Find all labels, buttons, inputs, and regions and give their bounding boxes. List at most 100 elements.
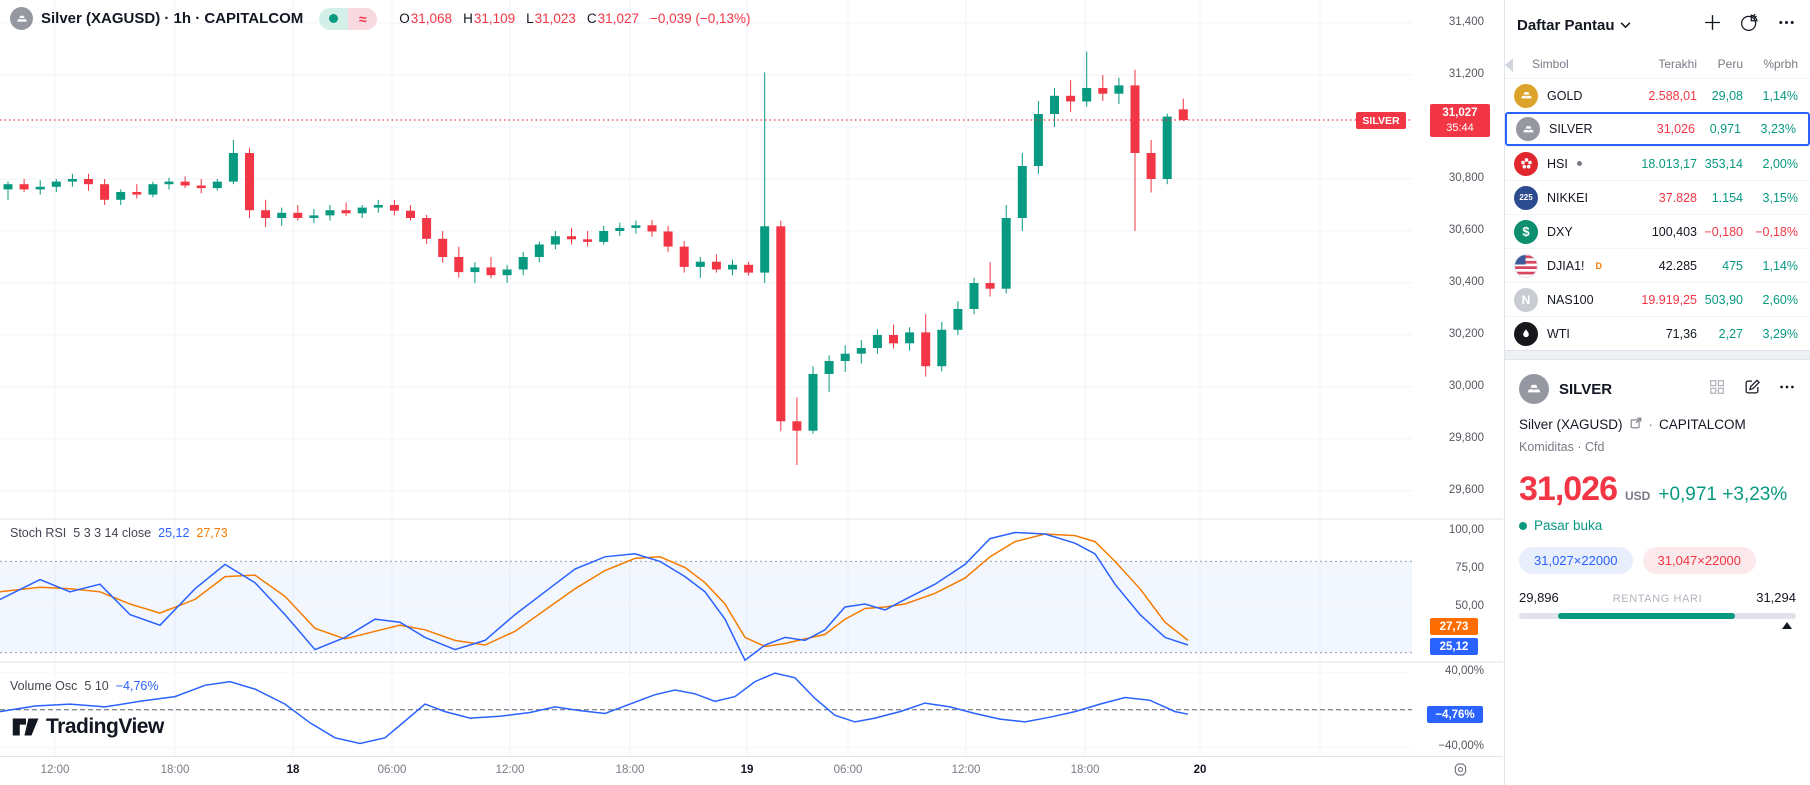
volume-axis-label: 40,00%	[1444, 665, 1484, 678]
change-cell: 0,971	[1709, 122, 1741, 136]
stoch-d-badge: 27,73	[1430, 618, 1478, 635]
col-symbol[interactable]: Simbol	[1532, 57, 1569, 71]
stoch-d-line	[0, 533, 1189, 648]
nikkei-icon: 225	[1514, 185, 1538, 210]
silver-symbol-icon	[10, 7, 33, 30]
delayed-data-flag: D	[1595, 260, 1603, 271]
stoch-k-line	[0, 531, 1189, 662]
col-percent[interactable]: %prbh	[1763, 57, 1798, 71]
djia1-icon	[1514, 253, 1538, 278]
time-axis-label: 18:00	[615, 764, 645, 776]
approx-price-icon: ≈	[348, 7, 378, 30]
volume-axis-label: −40,00%	[1438, 740, 1484, 753]
volume-osc-value: −4,76%	[115, 679, 159, 693]
watchlist-header: Daftar Pantau	[1505, 0, 1810, 50]
wti-icon	[1514, 321, 1538, 346]
day-range-marker-icon	[1782, 622, 1793, 629]
watchlist-row-HSI[interactable]: HSI 18.013,17 353,14 2,00%	[1505, 146, 1810, 180]
chart-symbol-title[interactable]: Silver (XAGUSD) · 1h · CAPITALCOM	[41, 10, 304, 27]
change-cell: 1.154	[1711, 190, 1743, 205]
symbol-cell: DJIA1! D	[1505, 253, 1637, 278]
edit-note-icon[interactable]	[1742, 377, 1762, 402]
price-axis-label: 31,200	[1448, 68, 1484, 80]
bid-button[interactable]: 31,027×22000	[1519, 547, 1633, 574]
tradingview-logo-icon	[12, 718, 39, 736]
change-cell: 353,14	[1704, 156, 1743, 171]
watchlist-row-WTI[interactable]: WTI 71,36 2,27 3,29%	[1505, 316, 1810, 350]
day-range-low: 29,896	[1519, 590, 1559, 605]
percent-cell: 3,29%	[1762, 326, 1798, 341]
watchlist-row-DJIA1[interactable]: DJIA1! D 42.285 475 1,14%	[1505, 248, 1810, 282]
detail-exchange: CAPITALCOM	[1659, 417, 1746, 432]
watchlist-row-SILVER[interactable]: SILVER 31,026 0,971 3,23%	[1505, 112, 1810, 146]
last-cell: 18.013,17	[1641, 156, 1697, 171]
time-axis-label: 12:00	[40, 764, 70, 776]
volume-osc-name: Volume Osc	[10, 679, 78, 693]
market-open-dot-icon	[1519, 521, 1527, 530]
last-cell: 37.828	[1658, 190, 1697, 205]
watchlist-row-DXY[interactable]: $ DXY 100,403 −0,180 −0,18%	[1505, 214, 1810, 248]
detail-silver-icon	[1519, 374, 1549, 404]
price-axis-label: 31,400	[1448, 16, 1484, 28]
nas100-icon: N	[1514, 287, 1538, 312]
watchlist-more-icon[interactable]	[1777, 13, 1796, 37]
time-axis-label: 06:00	[833, 764, 863, 776]
time-axis-label: 18	[286, 764, 300, 776]
time-axis[interactable]: 12:00 18:00 18 06:00 12:00 18:00 19 06:00 12:00 1…	[0, 756, 1503, 785]
watchlist-column-headers[interactable]: Simbol Terakhi Peru %prbh	[1505, 50, 1810, 78]
watchlist-row-GOLD[interactable]: GOLD 2.588,01 29,08 1,14%	[1505, 78, 1810, 112]
price-axis-label: 30,800	[1448, 172, 1484, 184]
chart-area: Silver (XAGUSD) · 1h · CAPITALCOM ≈ O31,…	[0, 0, 1503, 785]
volume-osc-legend[interactable]: Volume Osc 5 10 −4,76%	[10, 679, 158, 693]
detail-full-name: Silver (XAGUSD)	[1519, 417, 1623, 432]
dxy-icon: $	[1514, 219, 1538, 244]
price-axis[interactable]: 31,40031,20031,00030,80030,60030,40030,2…	[1412, 0, 1503, 756]
ohlc-values: O31,068 H31,109 L31,023 C31,027 −0,039 (…	[399, 11, 751, 26]
ask-button[interactable]: 31,047×22000	[1642, 547, 1757, 574]
change-cell: −0,180	[1704, 224, 1743, 239]
market-status: Pasar buka	[1519, 518, 1796, 533]
tradingview-logo-text: TradingView	[46, 715, 164, 738]
symbol-cell: $ DXY	[1505, 219, 1637, 244]
external-link-icon[interactable]	[1629, 416, 1643, 433]
col-last[interactable]: Terakhi	[1658, 57, 1697, 71]
price-axis-label: 29,800	[1448, 432, 1484, 444]
add-symbol-button[interactable]	[1703, 13, 1722, 37]
watchlist-title-menu[interactable]: Daftar Pantau	[1517, 17, 1631, 34]
col-change[interactable]: Peru	[1717, 57, 1743, 71]
bar-countdown: 35:44	[1446, 121, 1474, 134]
tradingview-logo[interactable]: TradingView	[12, 714, 164, 740]
price-axis-label: 30,600	[1448, 224, 1484, 236]
market-status-capsule[interactable]: ≈	[319, 7, 378, 30]
percent-cell: 3,23%	[1760, 122, 1796, 136]
axis-settings-icon[interactable]	[1452, 761, 1469, 783]
grid-layout-icon[interactable]	[1708, 378, 1726, 401]
detail-currency: USD	[1625, 489, 1651, 503]
price-axis-label: 29,600	[1448, 484, 1484, 496]
day-range-fill	[1557, 613, 1736, 619]
time-axis-label: 12:00	[951, 764, 981, 776]
time-axis-label: 12:00	[495, 764, 525, 776]
price-axis-label: 30,000	[1448, 380, 1484, 392]
last-price: 31,027	[1442, 106, 1478, 119]
watchlist-row-NIKKEI[interactable]: 225 NIKKEI 37.828 1.154 3,15%	[1505, 180, 1810, 214]
volume-osc-badge: −4,76%	[1427, 706, 1483, 723]
chart-canvas[interactable]	[0, 0, 1503, 785]
panel-collapse-arrow-icon[interactable]	[1505, 58, 1513, 72]
price-axis-label: 30,200	[1448, 328, 1484, 340]
change-cell: 29,08	[1711, 88, 1743, 103]
stoch-axis-label: 100,00	[1448, 524, 1484, 536]
detail-last-price: 31,026	[1519, 470, 1618, 508]
last-cell: 2.588,01	[1648, 88, 1697, 103]
candles	[3, 51, 1188, 465]
heatmap-pie-icon[interactable]	[1739, 12, 1760, 38]
detail-symbol-name: SILVER	[1559, 380, 1613, 398]
stoch-k-badge: 25,12	[1430, 638, 1478, 655]
symbol-cell: WTI	[1505, 321, 1637, 346]
watchlist-row-NAS100[interactable]: N NAS100 19.919,25 503,90 2,60%	[1505, 282, 1810, 316]
stoch-rsi-params: 5 3 3 14 close	[73, 526, 152, 540]
stoch-rsi-legend[interactable]: Stoch RSI 5 3 3 14 close 25,12 27,73	[10, 526, 228, 540]
percent-cell: −0,18%	[1755, 224, 1798, 239]
detail-more-icon[interactable]	[1778, 378, 1796, 401]
